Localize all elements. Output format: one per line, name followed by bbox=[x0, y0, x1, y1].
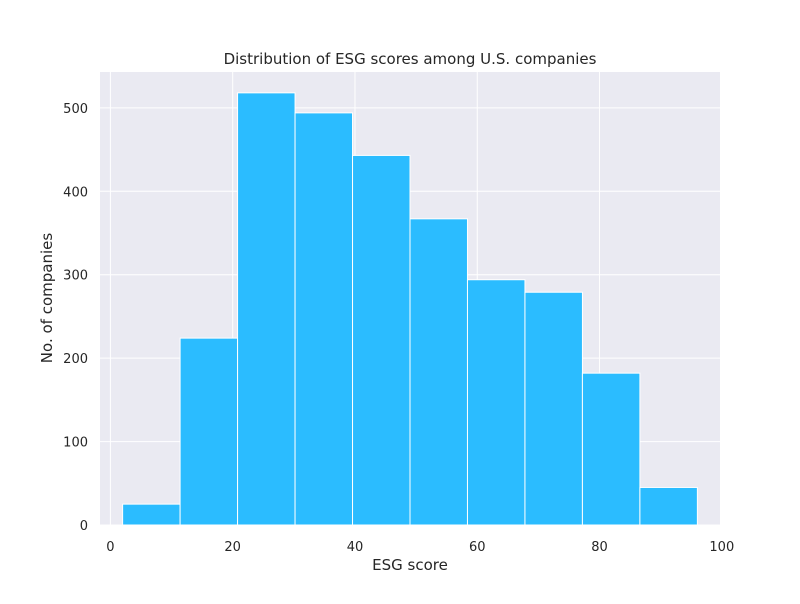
chart-title: Distribution of ESG scores among U.S. co… bbox=[224, 50, 597, 68]
y-tick-label: 500 bbox=[63, 102, 88, 117]
y-tick-label: 300 bbox=[63, 269, 88, 284]
bars bbox=[122, 92, 698, 526]
histogram-bar bbox=[237, 92, 296, 526]
histogram-bar bbox=[179, 337, 239, 526]
histogram-bar bbox=[352, 154, 411, 526]
x-axis-label: ESG score bbox=[372, 556, 448, 574]
x-tick-label: 80 bbox=[591, 540, 608, 555]
histogram-bar bbox=[409, 218, 468, 526]
x-tick-label: 0 bbox=[106, 540, 114, 555]
histogram-bar bbox=[466, 279, 526, 526]
x-tick-label: 20 bbox=[224, 540, 241, 555]
x-axis-ticks: 0 20 40 60 80 100 bbox=[106, 540, 734, 555]
histogram-bar bbox=[639, 486, 698, 526]
y-axis-label: No. of companies bbox=[38, 233, 56, 364]
y-tick-label: 100 bbox=[63, 436, 88, 451]
y-axis-ticks: 0 100 200 300 400 500 bbox=[63, 102, 88, 534]
x-tick-label: 60 bbox=[469, 540, 486, 555]
histogram-bar bbox=[581, 372, 641, 526]
histogram-bar bbox=[524, 291, 583, 526]
x-tick-label: 40 bbox=[347, 540, 364, 555]
y-tick-label: 400 bbox=[63, 185, 88, 200]
histogram-bar bbox=[122, 503, 181, 526]
y-tick-label: 200 bbox=[63, 352, 88, 367]
x-tick-label: 100 bbox=[709, 540, 734, 555]
y-tick-label: 0 bbox=[80, 519, 88, 534]
histogram-bar bbox=[294, 112, 354, 526]
